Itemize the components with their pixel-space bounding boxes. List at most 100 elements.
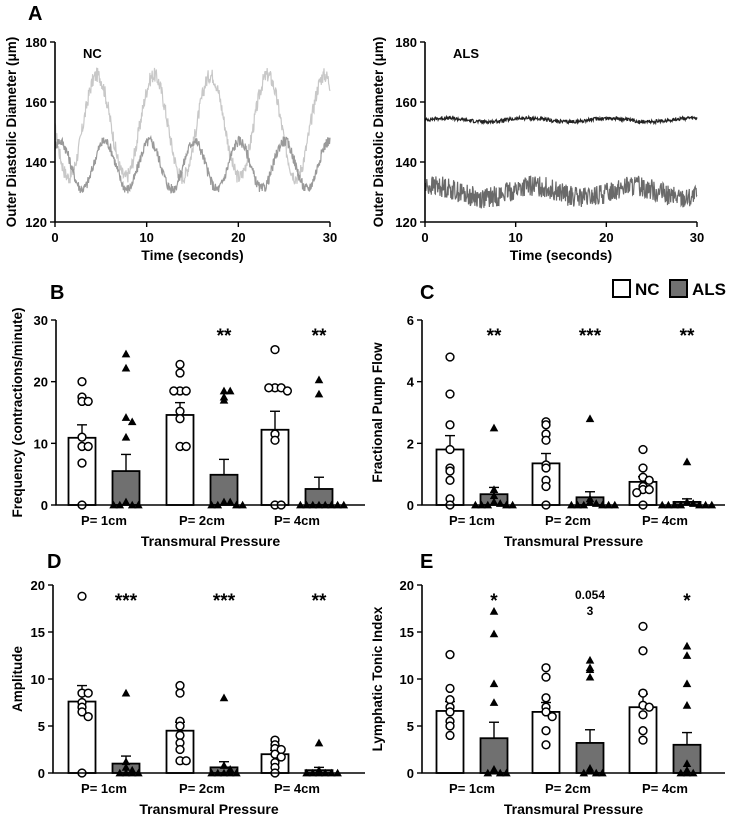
c-point-als [682, 457, 692, 466]
e-point-nc [638, 726, 648, 736]
e-point-als [682, 759, 692, 768]
b-point-als [314, 389, 324, 398]
a-als-x-tick-label: 30 [690, 230, 704, 245]
b-y-label: Frequency (contractions/minute) [10, 307, 25, 517]
d-x-tick-label: P= 1cm [81, 781, 127, 796]
c-point-nc [445, 352, 455, 362]
e-point-nc [445, 695, 455, 705]
a-als-x-tick-label: 20 [599, 230, 613, 245]
b-point-nc [181, 441, 191, 452]
a-als-trace-2 [424, 175, 698, 209]
e-point-als [489, 698, 499, 706]
b-point-als [219, 497, 229, 506]
a-als-y-tick-label: 140 [395, 155, 417, 170]
d-point-nc [175, 744, 185, 755]
e-point-nc [445, 721, 455, 731]
panel-letter-c: C [420, 282, 434, 304]
c-y-tick-label: 0 [407, 498, 414, 513]
e-y-tick-label: 0 [407, 766, 414, 781]
d-significance-1: *** [115, 591, 138, 612]
a-nc-y-tick-label: 160 [25, 95, 47, 110]
b-point-als [121, 432, 131, 441]
c-point-nc [445, 444, 455, 455]
d-point-nc [83, 688, 93, 698]
b-point-als [121, 413, 131, 421]
c-x-tick-label: P= 1cm [449, 513, 495, 528]
b-point-nc [83, 396, 93, 407]
c-point-nc [541, 463, 551, 473]
d-x-tick-label: P= 2cm [179, 781, 225, 796]
e-point-nc [638, 735, 648, 745]
a-nc-y-tick-label: 140 [25, 155, 47, 170]
e-x-tick-label: P= 1cm [449, 781, 495, 796]
e-x-tick-label: P= 4cm [642, 781, 688, 796]
e-point-nc [638, 621, 648, 632]
b-point-als [314, 375, 324, 384]
a-als-title: ALS [453, 46, 479, 61]
e-point-als [489, 629, 499, 638]
b-x-tick-label: P= 4cm [274, 513, 320, 528]
e-x-label: Transmural Pressure [504, 801, 644, 817]
e-x-tick-label: P= 2cm [545, 781, 591, 796]
a-als-y-tick-label: 180 [395, 35, 417, 50]
c-point-nc [644, 475, 654, 485]
b-bar-nc-2 [165, 414, 195, 506]
d-point-nc [181, 756, 191, 766]
b-point-nc [270, 435, 280, 445]
a-als-trace-1 [424, 114, 698, 126]
e-y-tick-label: 10 [400, 672, 414, 687]
d-y-tick-label: 10 [31, 672, 45, 687]
b-point-als [219, 395, 229, 404]
e-y-label: Lymphatic Tonic Index [370, 606, 385, 751]
c-y-tick-label: 4 [407, 375, 415, 390]
a-nc-y-label: Outer Diastolic Diameter (μm) [4, 37, 19, 228]
c-point-nc [638, 463, 648, 473]
b-point-als [127, 417, 137, 426]
panel-letter-b: B [50, 282, 64, 304]
b-point-nc [83, 441, 93, 452]
d-point-nc [175, 680, 185, 691]
e-point-nc [541, 726, 551, 736]
c-point-nc [644, 484, 654, 495]
e-point-nc [541, 663, 551, 673]
a-als-y-tick-label: 120 [395, 215, 417, 230]
c-point-als [682, 497, 692, 506]
e-point-nc [638, 646, 648, 656]
a-nc-x-label: Time (seconds) [141, 247, 243, 263]
c-x-tick-label: P= 4cm [642, 513, 688, 528]
e-y-tick-label: 5 [407, 719, 414, 734]
b-y-tick-label: 0 [41, 498, 48, 513]
e-significance-2: 0.054 [575, 588, 605, 602]
e-point-als [682, 701, 692, 709]
b-point-als [121, 497, 131, 506]
c-point-als [585, 414, 595, 423]
c-point-nc [445, 420, 455, 430]
a-nc-x-tick-label: 10 [139, 230, 153, 245]
a-als-y-tick-label: 160 [395, 95, 417, 110]
e-point-nc [445, 730, 455, 741]
c-x-tick-label: P= 2cm [545, 513, 591, 528]
e-point-nc [638, 710, 648, 720]
c-point-nc [445, 466, 455, 476]
c-y-tick-label: 2 [407, 436, 414, 451]
c-point-nc [632, 488, 642, 498]
e-point-nc [638, 688, 648, 698]
b-x-tick-label: P= 1cm [81, 513, 127, 528]
c-significance-3: ** [680, 326, 695, 347]
e-point-nc [541, 740, 551, 750]
b-point-als [121, 349, 131, 358]
c-point-nc [445, 389, 455, 399]
d-point-nc [175, 688, 185, 698]
e-point-nc [445, 707, 455, 717]
b-point-nc [282, 386, 293, 396]
a-nc-trace-1 [54, 67, 331, 186]
panel-letter-e: E [420, 551, 433, 573]
e-point-als [585, 665, 595, 674]
d-y-tick-label: 5 [38, 719, 45, 734]
b-point-nc [77, 458, 87, 468]
d-point-als [219, 693, 229, 702]
c-y-tick-label: 6 [407, 313, 414, 328]
a-als-x-tick-label: 0 [421, 230, 428, 245]
d-significance-3: ** [312, 591, 327, 612]
c-x-label: Transmural Pressure [504, 533, 644, 549]
